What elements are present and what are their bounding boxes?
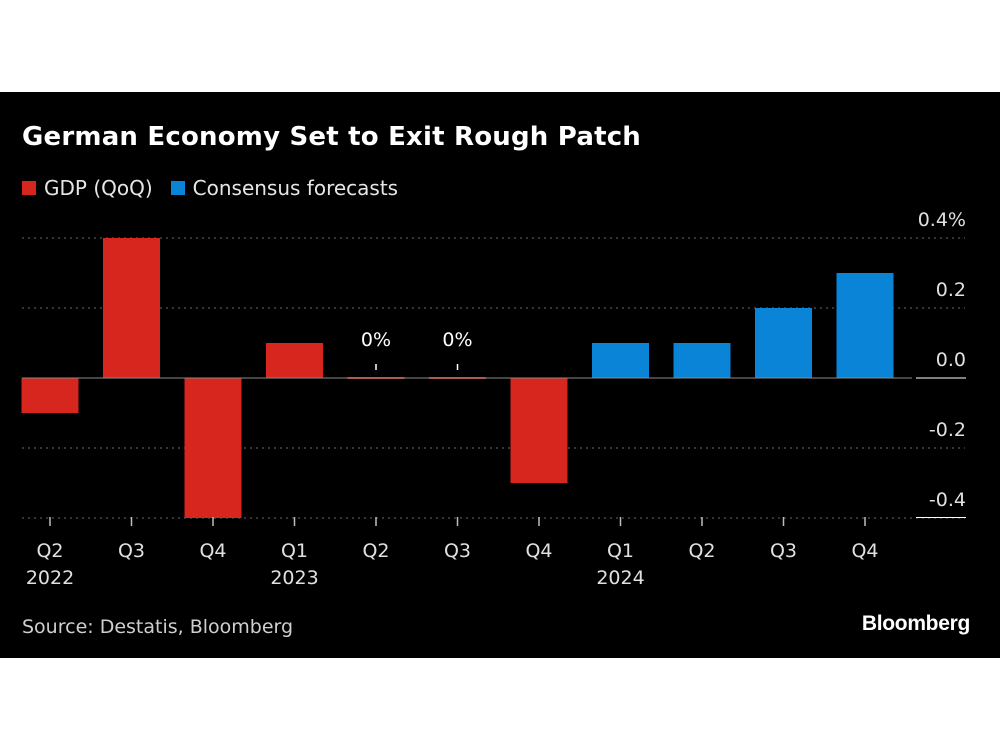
y-tick-label: -0.2 (929, 419, 966, 441)
bar (266, 343, 323, 378)
y-tick-label: 0.4% (918, 209, 966, 231)
x-tick-label-quarter: Q4 (199, 540, 226, 562)
x-tick-label-quarter: Q1 (607, 540, 634, 562)
x-tick-label-quarter: Q2 (36, 540, 63, 562)
data-label: 0% (442, 329, 472, 351)
y-tick-label: 0.0 (936, 349, 966, 371)
bloomberg-logo: Bloomberg (861, 612, 970, 635)
x-tick-label-year: 2024 (596, 567, 644, 589)
x-tick-label-quarter: Q4 (851, 540, 878, 562)
bar (103, 238, 160, 378)
x-tick-label-quarter: Q3 (118, 540, 145, 562)
legend-item-gdp: GDP (QoQ) (22, 176, 153, 200)
legend-item-forecast: Consensus forecasts (170, 176, 399, 200)
chart-panel: German Economy Set to Exit Rough Patch G… (0, 92, 1000, 658)
chart-plot-area: 0.4% 0.2 0.0 -0.2 -0.4 0% 0% Q2 2022 Q3 Q4 Q1 2023 Q2… (21, 209, 966, 589)
x-tick-label-year: 2022 (26, 567, 74, 589)
bar (755, 308, 812, 378)
source-note: Source: Destatis, Bloomberg (22, 616, 294, 638)
x-tick-label-quarter: Q2 (688, 540, 715, 562)
legend: GDP (QoQ) Consensus forecasts (22, 176, 416, 200)
x-tick-label-quarter: Q3 (770, 540, 797, 562)
legend-swatch-gdp (22, 181, 36, 195)
bar (592, 343, 649, 378)
bar (21, 378, 79, 413)
x-tick-label-quarter: Q1 (281, 540, 308, 562)
legend-label-forecast: Consensus forecasts (192, 176, 399, 200)
x-tick-label-quarter: Q4 (525, 540, 552, 562)
x-tick-label-year: 2023 (270, 567, 318, 589)
legend-label-gdp: GDP (QoQ) (44, 176, 153, 200)
bar (184, 378, 242, 518)
bar (836, 273, 894, 378)
chart-title: German Economy Set to Exit Rough Patch (22, 122, 642, 152)
y-tick-label: 0.2 (936, 279, 966, 301)
legend-swatch-forecast (170, 181, 185, 195)
y-tick-label: -0.4 (929, 489, 966, 511)
x-tick-label-quarter: Q3 (444, 540, 471, 562)
bar (673, 343, 731, 378)
x-tick-label-quarter: Q2 (362, 540, 389, 562)
bar (510, 378, 568, 483)
data-label: 0% (361, 329, 391, 351)
